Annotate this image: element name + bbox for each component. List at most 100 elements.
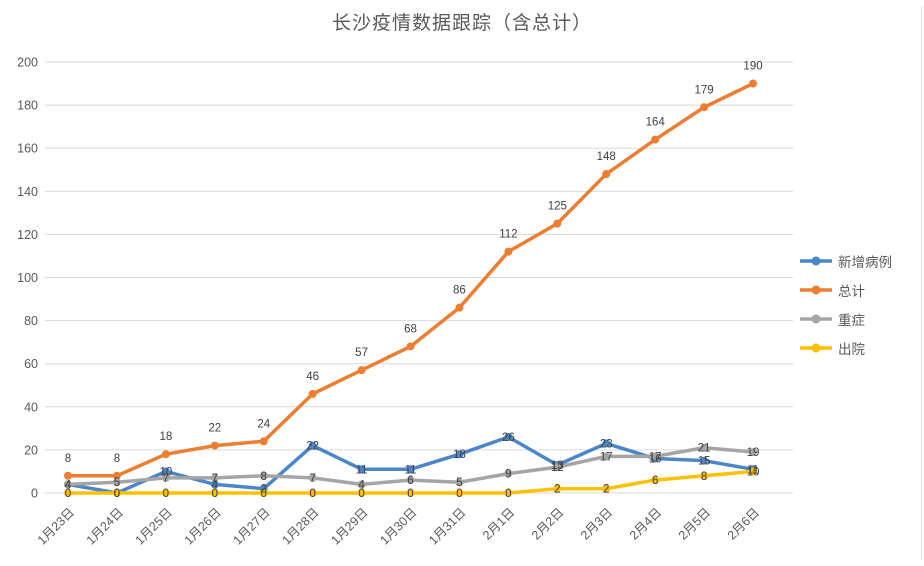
- data-point[interactable]: [259, 471, 268, 480]
- data-point[interactable]: [210, 489, 219, 497]
- data-point[interactable]: [161, 450, 170, 459]
- data-point[interactable]: [504, 489, 513, 497]
- data-point[interactable]: [651, 452, 660, 461]
- data-point[interactable]: [700, 471, 709, 480]
- data-label: 11: [405, 464, 417, 476]
- legend-label-severe: 重症: [838, 313, 865, 328]
- x-axis-tick-label: 2月1日: [480, 505, 517, 542]
- data-point[interactable]: [308, 473, 317, 482]
- data-point[interactable]: [406, 465, 415, 474]
- x-axis-tick-label: 1月27日: [231, 505, 273, 547]
- data-point[interactable]: [357, 489, 366, 497]
- data-point[interactable]: [406, 476, 415, 485]
- data-point[interactable]: [749, 448, 758, 457]
- data-point[interactable]: [700, 103, 709, 112]
- legend-item-total[interactable]: 总计: [799, 280, 892, 300]
- data-point[interactable]: [210, 480, 219, 489]
- legend-line-marker-icon: [800, 343, 832, 353]
- data-label: 148: [597, 151, 616, 163]
- data-point[interactable]: [308, 489, 317, 497]
- data-label: 9: [505, 469, 511, 481]
- data-point[interactable]: [553, 484, 562, 493]
- data-point[interactable]: [112, 489, 121, 497]
- data-point[interactable]: [651, 476, 660, 485]
- data-label: 18: [453, 449, 466, 461]
- data-point[interactable]: [553, 219, 562, 228]
- data-label: 11: [356, 464, 368, 476]
- data-point[interactable]: [64, 480, 72, 489]
- data-point[interactable]: [700, 443, 709, 452]
- data-label: 0: [261, 488, 267, 500]
- data-point[interactable]: [112, 478, 121, 487]
- x-axis-tick-label: 1月31日: [426, 505, 468, 547]
- data-point[interactable]: [749, 79, 758, 88]
- data-point[interactable]: [357, 480, 366, 489]
- y-axis-tick-label: 80: [24, 314, 38, 328]
- data-point[interactable]: [602, 452, 611, 461]
- data-label: 10: [159, 466, 172, 478]
- data-label: 19: [747, 447, 760, 459]
- data-point[interactable]: [504, 432, 513, 441]
- data-point[interactable]: [357, 366, 366, 375]
- legend-line-marker-icon: [800, 314, 832, 324]
- data-label: 17: [649, 451, 662, 463]
- data-label: 0: [505, 488, 511, 500]
- x-axis-tick-label: 2月2日: [529, 505, 566, 542]
- legend-line-marker-icon: [800, 285, 832, 295]
- data-label: 21: [698, 443, 711, 455]
- data-point[interactable]: [357, 465, 366, 474]
- y-axis-tick-label: 0: [31, 487, 38, 501]
- data-point[interactable]: [455, 489, 464, 497]
- data-point[interactable]: [553, 463, 562, 472]
- data-point[interactable]: [455, 450, 464, 459]
- data-point[interactable]: [602, 170, 611, 179]
- legend-item-discharged[interactable]: 出院: [799, 338, 892, 358]
- y-axis-tick-label: 40: [24, 400, 38, 414]
- data-label: 11: [747, 464, 759, 476]
- data-point[interactable]: [455, 303, 464, 312]
- data-point[interactable]: [210, 441, 219, 450]
- data-point[interactable]: [161, 489, 170, 497]
- data-point[interactable]: [308, 441, 317, 450]
- data-label: 125: [548, 201, 567, 213]
- data-label: 13: [551, 460, 564, 472]
- data-label: 0: [114, 488, 120, 500]
- data-point[interactable]: [64, 471, 72, 480]
- data-point[interactable]: [64, 489, 72, 497]
- data-label: 7: [309, 473, 315, 485]
- data-label: 8: [261, 471, 267, 483]
- data-point[interactable]: [161, 467, 170, 476]
- data-point[interactable]: [700, 456, 709, 465]
- data-point[interactable]: [259, 489, 268, 497]
- data-label: 22: [306, 441, 319, 453]
- data-point[interactable]: [308, 389, 317, 398]
- data-label: 0: [114, 488, 120, 500]
- data-point[interactable]: [161, 473, 170, 482]
- series-line-1[interactable]: [66, 81, 755, 478]
- data-point[interactable]: [651, 135, 660, 144]
- legend-item-new-cases[interactable]: 新增病例: [799, 251, 892, 271]
- data-label: 164: [646, 117, 666, 129]
- data-label: 16: [649, 454, 662, 466]
- data-label: 4: [65, 479, 72, 491]
- data-point[interactable]: [112, 471, 121, 480]
- data-point[interactable]: [504, 469, 513, 478]
- data-label: 26: [502, 432, 515, 444]
- data-point[interactable]: [602, 484, 611, 493]
- data-point[interactable]: [406, 489, 415, 497]
- data-point[interactable]: [259, 437, 268, 446]
- data-label: 15: [698, 456, 711, 468]
- legend-label-new-cases: 新增病例: [838, 255, 892, 270]
- x-axis-tick-label: 1月29日: [328, 505, 370, 547]
- data-point[interactable]: [749, 467, 758, 476]
- data-point[interactable]: [210, 473, 219, 482]
- data-point[interactable]: [602, 439, 611, 448]
- chart-title: 长沙疫情数据跟踪（含总计）: [331, 13, 592, 34]
- data-label: 0: [358, 488, 364, 500]
- legend-item-severe[interactable]: 重症: [799, 309, 892, 329]
- data-point[interactable]: [504, 247, 513, 256]
- data-label: 0: [212, 488, 218, 500]
- data-point[interactable]: [455, 478, 464, 487]
- data-point[interactable]: [406, 342, 415, 351]
- legend-line-marker-icon: [800, 256, 832, 266]
